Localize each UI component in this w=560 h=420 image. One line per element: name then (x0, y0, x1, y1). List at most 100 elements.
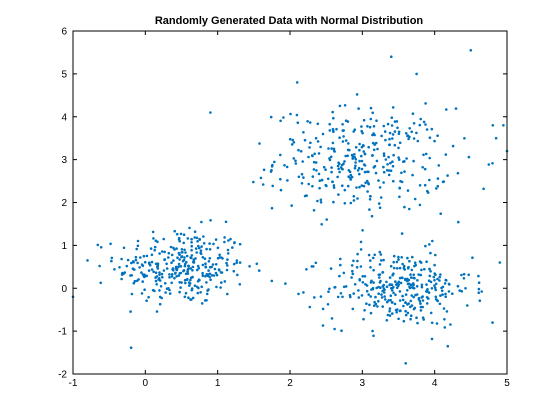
data-point (358, 172, 361, 176)
data-point (397, 146, 400, 150)
data-point (226, 292, 229, 296)
data-point (198, 238, 201, 241)
data-point (318, 186, 321, 190)
data-point (316, 122, 320, 126)
data-point (201, 263, 205, 267)
data-point (297, 148, 300, 152)
data-point (466, 304, 469, 307)
data-point (158, 271, 161, 274)
data-point (418, 123, 422, 127)
data-point (327, 147, 330, 150)
data-point (183, 295, 187, 299)
data-point (196, 285, 199, 289)
data-point (200, 245, 203, 248)
data-point (152, 270, 155, 274)
data-point (388, 143, 391, 147)
data-point (185, 278, 189, 282)
data-point (208, 272, 212, 276)
data-point (196, 291, 200, 295)
data-point (204, 274, 207, 278)
data-point (235, 261, 238, 265)
data-point (412, 282, 415, 285)
data-point (180, 248, 184, 251)
data-point (208, 257, 212, 260)
data-point (428, 274, 432, 278)
data-point (412, 307, 416, 311)
data-point (333, 150, 336, 153)
data-point (205, 247, 208, 251)
data-point (270, 168, 273, 172)
data-point (99, 281, 102, 285)
data-point (471, 256, 474, 260)
data-point (469, 49, 473, 52)
data-point (194, 247, 198, 250)
data-point (212, 242, 215, 246)
data-point (325, 218, 329, 221)
data-point (357, 166, 361, 170)
data-point (190, 244, 193, 248)
data-point (373, 304, 376, 308)
data-point (341, 123, 344, 126)
data-point (371, 256, 375, 260)
x-tick-label: -1 (69, 378, 78, 389)
data-point (412, 273, 416, 277)
data-point (382, 154, 386, 157)
data-point (368, 198, 372, 201)
data-point (487, 163, 491, 166)
data-point (467, 273, 471, 277)
data-point (353, 283, 357, 286)
data-point (209, 219, 212, 222)
x-tick-label: 0 (143, 378, 149, 389)
data-point (312, 168, 316, 171)
data-point (446, 344, 450, 348)
data-point (373, 253, 377, 257)
data-point (402, 264, 406, 268)
data-point (389, 264, 393, 268)
data-point (162, 269, 166, 272)
data-point (353, 128, 357, 131)
data-point (378, 186, 382, 189)
data-point (221, 257, 224, 260)
data-point (270, 206, 274, 210)
data-point (175, 232, 179, 236)
data-point (403, 160, 406, 163)
data-point (407, 302, 411, 305)
data-point (338, 104, 342, 108)
data-point (400, 232, 404, 235)
data-point (158, 289, 161, 292)
data-point (440, 289, 444, 293)
data-point (362, 317, 365, 321)
data-point (421, 166, 425, 169)
data-point (372, 125, 376, 128)
data-point (290, 204, 294, 207)
data-point (175, 275, 178, 278)
data-point (378, 276, 381, 279)
data-point (155, 283, 158, 286)
y-tick-label: 6 (61, 27, 67, 38)
data-point (391, 160, 394, 163)
data-point (432, 275, 436, 279)
data-point (352, 195, 356, 198)
data-point (321, 324, 325, 327)
data-point (397, 158, 401, 161)
data-point (198, 246, 201, 250)
data-point (362, 184, 366, 188)
data-point (384, 158, 388, 161)
data-point (282, 116, 285, 119)
data-point (158, 252, 161, 255)
data-point (308, 305, 312, 309)
data-point (433, 263, 436, 267)
data-point (477, 291, 481, 295)
data-point (324, 168, 327, 171)
data-point (380, 293, 383, 296)
data-point (162, 237, 165, 241)
data-point (196, 264, 200, 268)
data-point (436, 184, 440, 188)
data-point (341, 295, 344, 299)
data-point (408, 286, 412, 290)
data-point (215, 273, 219, 277)
data-point (369, 295, 373, 298)
data-point (172, 269, 175, 272)
data-point (193, 236, 196, 239)
data-point (383, 295, 387, 298)
